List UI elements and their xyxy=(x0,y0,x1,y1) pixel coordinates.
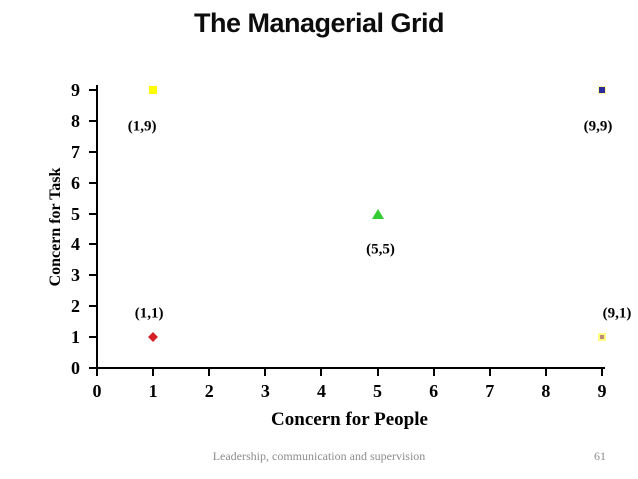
x-tick-label: 7 xyxy=(485,381,495,401)
data-point-1-9 xyxy=(149,86,158,94)
data-point-1-1 xyxy=(148,332,159,343)
y-tick-mark xyxy=(89,212,97,215)
point-label: (1,1) xyxy=(134,305,164,322)
page-number: 61 xyxy=(594,449,606,463)
x-tick-mark xyxy=(264,368,267,376)
x-tick-label: 0 xyxy=(92,381,102,401)
point-label: (9,1) xyxy=(602,305,632,322)
x-tick-mark xyxy=(96,368,98,376)
y-tick-label: 6 xyxy=(71,172,80,193)
x-tick-label: 3 xyxy=(260,381,270,401)
x-tick-mark xyxy=(376,368,379,376)
x-tick-mark xyxy=(320,368,323,376)
y-tick-mark xyxy=(89,150,97,153)
point-label: (5,5) xyxy=(366,241,395,258)
y-tick-mark xyxy=(89,336,97,339)
x-tick-label: 8 xyxy=(541,381,551,401)
y-tick-mark xyxy=(89,243,97,246)
x-tick-mark xyxy=(488,368,491,376)
y-tick-label: 8 xyxy=(71,110,80,131)
y-tick-label: 0 xyxy=(71,358,80,378)
y-tick-mark xyxy=(89,119,97,122)
x-axis-line xyxy=(96,367,605,369)
x-tick-mark xyxy=(432,368,435,376)
footer-text: Leadership, communication and supervisio… xyxy=(212,449,426,463)
y-tick-label: 5 xyxy=(71,203,80,224)
x-tick-mark xyxy=(208,368,211,376)
x-tick-label: 5 xyxy=(373,381,383,401)
data-point-9-1 xyxy=(598,333,606,342)
y-tick-label: 4 xyxy=(71,234,80,255)
y-tick-label: 7 xyxy=(71,141,80,162)
x-tick-label: 4 xyxy=(316,381,326,401)
y-tick-mark xyxy=(89,274,97,277)
y-tick-mark xyxy=(89,89,97,91)
y-tick-label: 9 xyxy=(71,80,80,100)
x-tick-label: 1 xyxy=(148,381,158,401)
data-point-5-5 xyxy=(371,208,384,219)
x-tick-label: 9 xyxy=(597,381,607,401)
y-tick-label: 2 xyxy=(71,296,80,317)
x-tick-mark xyxy=(152,368,155,376)
y-tick-mark xyxy=(89,305,97,308)
y-axis-line xyxy=(96,85,98,369)
y-tick-label: 1 xyxy=(71,327,80,348)
y-tick-mark xyxy=(89,181,97,184)
x-tick-mark xyxy=(601,368,603,376)
x-tick-label: 2 xyxy=(204,381,214,401)
x-axis-label: Concern for People xyxy=(271,409,428,430)
y-tick-mark xyxy=(89,367,97,369)
point-label: (1,9) xyxy=(127,118,157,135)
y-tick-label: 3 xyxy=(71,265,80,286)
x-tick-label: 6 xyxy=(429,381,439,401)
slide-title: The Managerial Grid xyxy=(193,8,445,38)
point-label: (9,9) xyxy=(583,118,613,135)
x-tick-mark xyxy=(544,368,547,376)
data-point-9-9 xyxy=(598,86,606,94)
